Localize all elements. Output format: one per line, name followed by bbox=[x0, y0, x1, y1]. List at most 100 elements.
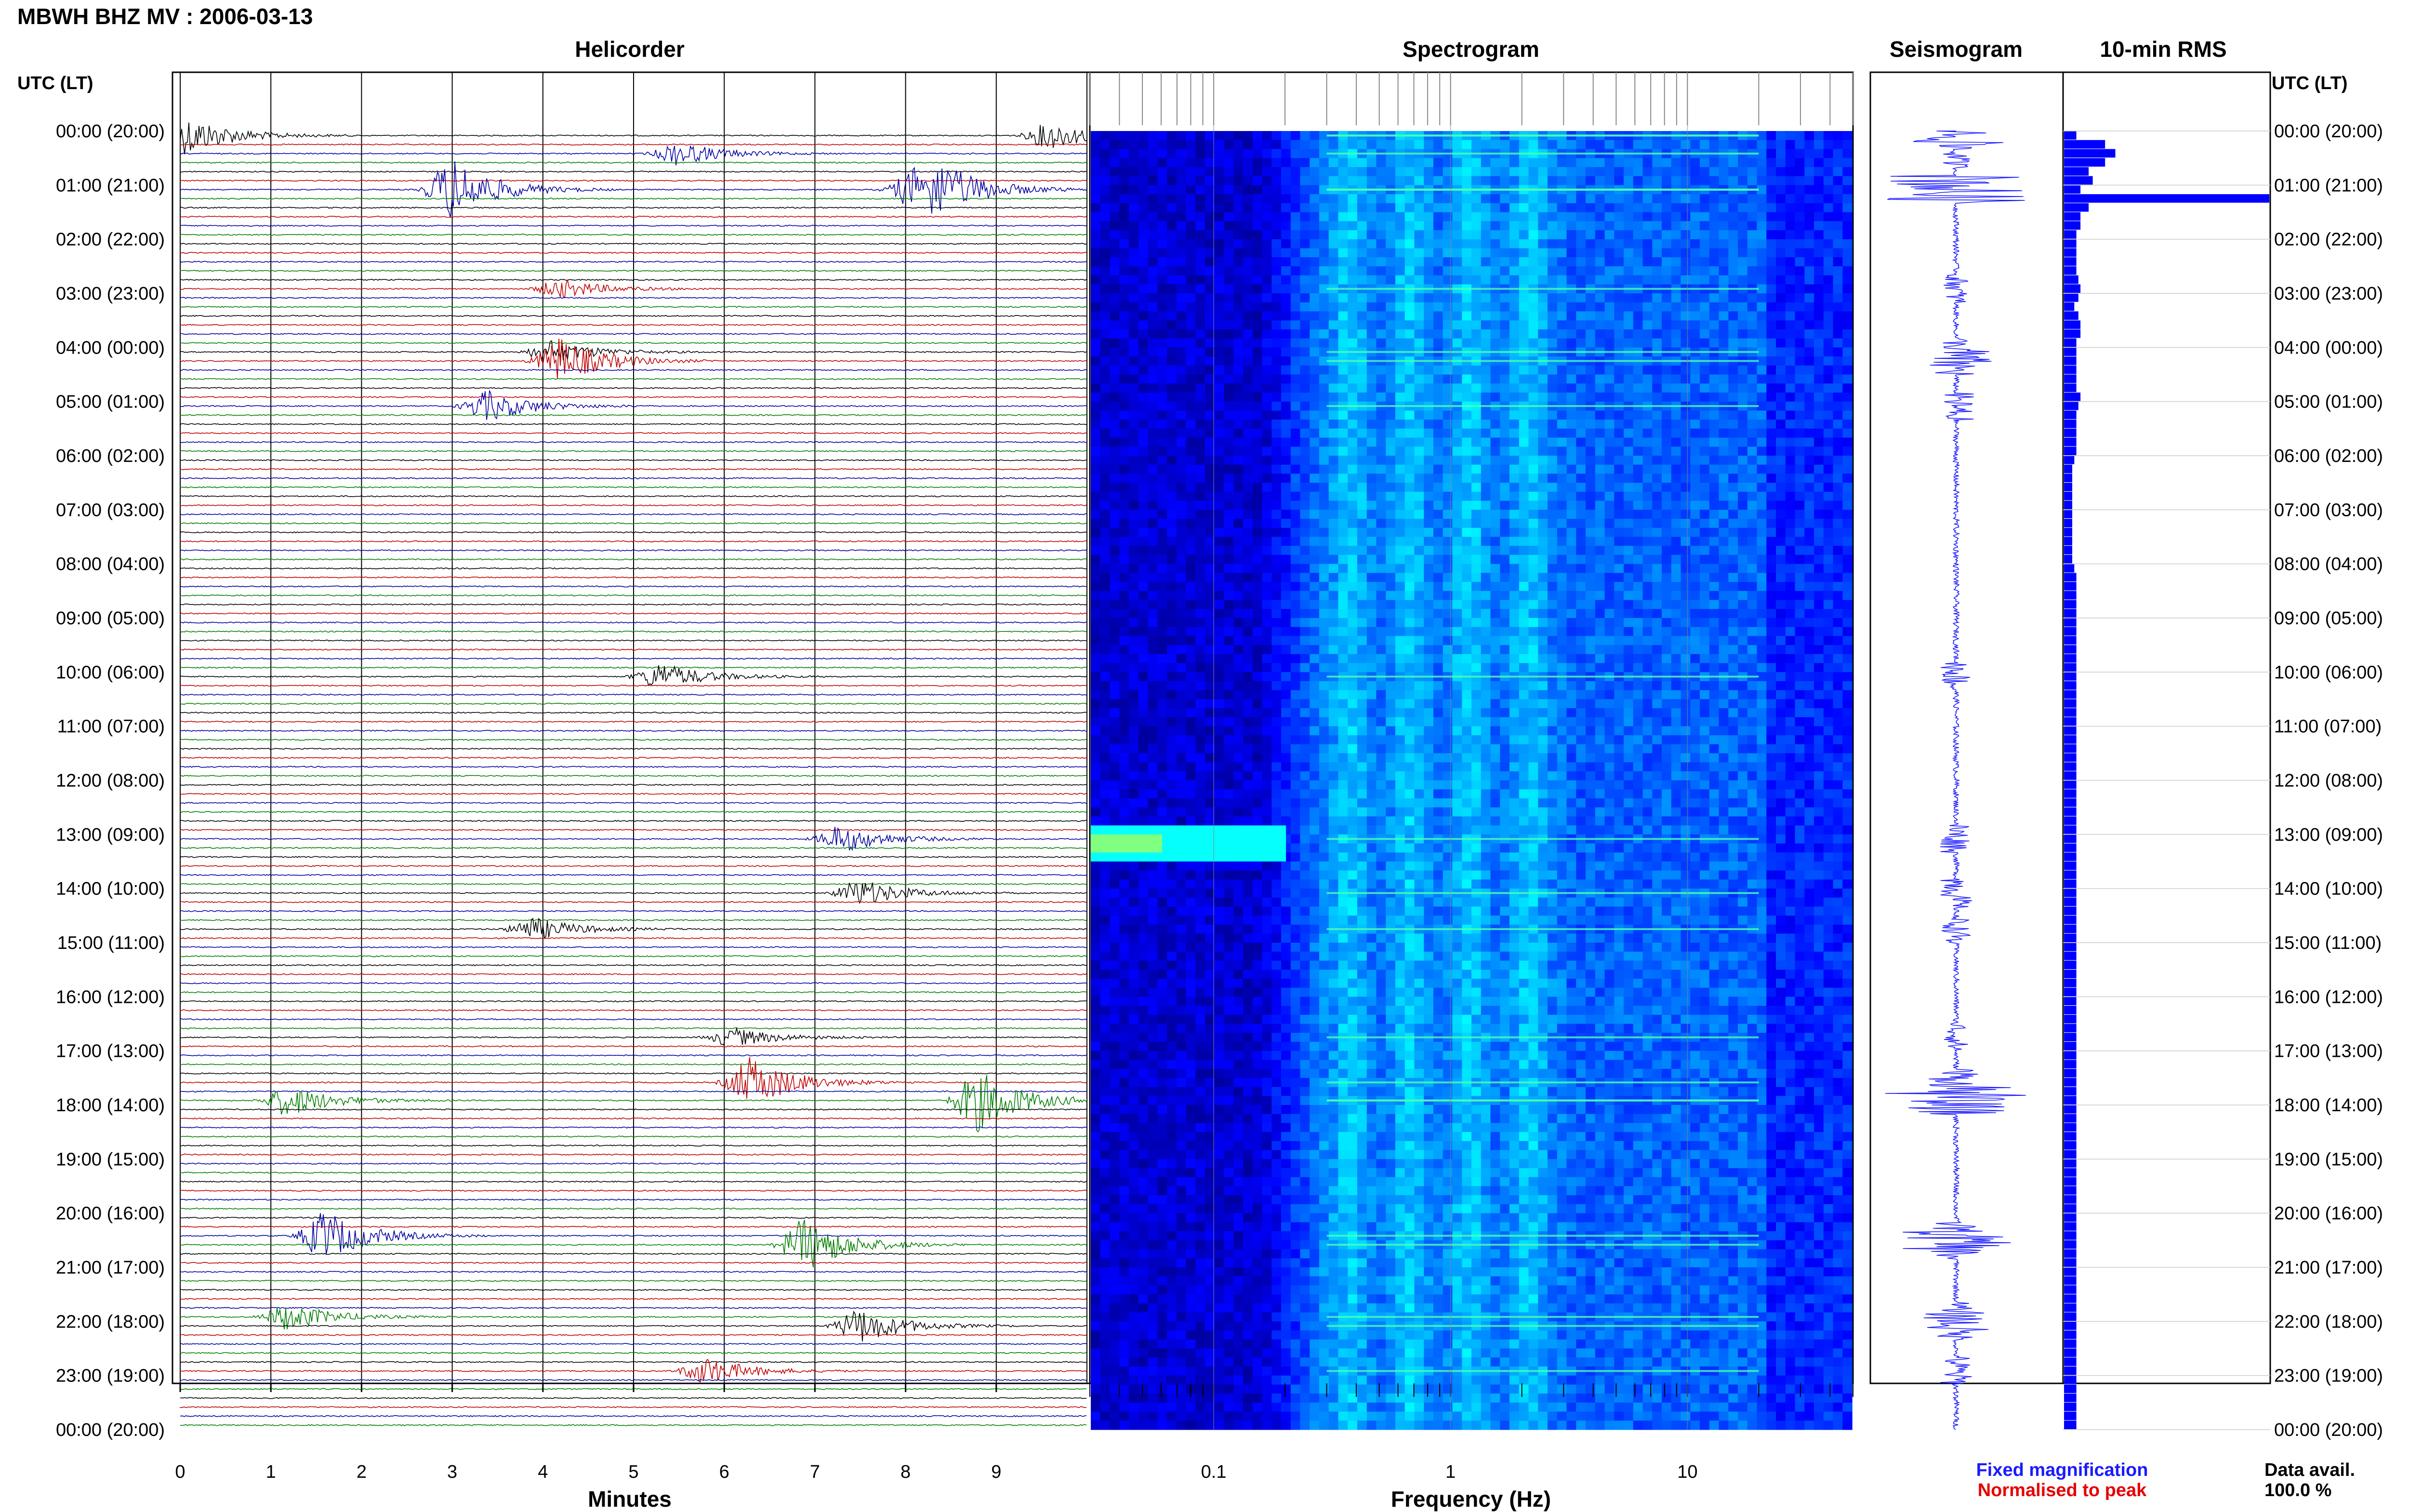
spectrogram-cell bbox=[1252, 1420, 1263, 1430]
spectrogram-cell bbox=[1148, 491, 1158, 501]
spectrogram-cell bbox=[1110, 1069, 1120, 1078]
spectrogram-cell bbox=[1224, 708, 1234, 718]
spectrogram-cell bbox=[1281, 672, 1291, 682]
helicorder-trace bbox=[180, 387, 1087, 389]
spectrogram-cell bbox=[1205, 221, 1215, 231]
spectrogram-cell bbox=[1271, 1078, 1282, 1088]
spectrogram-cell bbox=[1214, 1357, 1225, 1367]
spectrogram-cell bbox=[1281, 464, 1291, 474]
spectrogram-cell bbox=[1091, 943, 1101, 952]
spectrogram-cell bbox=[1281, 456, 1291, 465]
spectrogram-cell bbox=[1195, 1312, 1205, 1322]
spectrogram-cell bbox=[1290, 879, 1301, 889]
spectrogram-cell bbox=[1338, 951, 1348, 961]
spectrogram-cell bbox=[1366, 1150, 1377, 1159]
spectrogram-cell bbox=[1205, 1321, 1215, 1331]
spectrogram-cell bbox=[1262, 780, 1272, 790]
spectrogram-cell bbox=[1348, 1294, 1358, 1304]
spectrogram-cell bbox=[1176, 1375, 1187, 1385]
spectrogram-cell bbox=[1205, 1195, 1215, 1205]
spectrogram-cell bbox=[1091, 1339, 1101, 1349]
spectrogram-cell bbox=[1281, 1150, 1291, 1159]
spectrogram-cell bbox=[1386, 338, 1396, 348]
spectrogram-cell bbox=[1176, 519, 1187, 528]
spectrogram-cell bbox=[1271, 239, 1282, 249]
spectrogram-cell bbox=[1100, 1159, 1111, 1169]
spectrogram-cell bbox=[1195, 1231, 1205, 1241]
spectrogram-cell bbox=[1110, 1060, 1120, 1069]
helicorder-trace bbox=[180, 468, 1087, 471]
spectrogram-cell bbox=[1271, 771, 1282, 781]
spectrogram-cell bbox=[1366, 780, 1377, 790]
spectrogram-cell bbox=[1119, 907, 1129, 916]
spectrogram-cell bbox=[1281, 897, 1291, 907]
spectrogram-cell bbox=[1348, 203, 1358, 213]
spectrogram-cell bbox=[1328, 591, 1339, 601]
spectrogram-cell bbox=[1157, 861, 1167, 871]
spectrogram-cell bbox=[1243, 420, 1253, 429]
spectrogram-cell bbox=[1310, 483, 1320, 492]
spectrogram-cell bbox=[1157, 1123, 1167, 1132]
spectrogram-cell bbox=[1186, 266, 1196, 276]
spectrogram-cell bbox=[1205, 230, 1215, 240]
spectrogram-cell bbox=[1319, 933, 1329, 943]
spectrogram-cell bbox=[1395, 1339, 1405, 1349]
spectrogram-cell bbox=[1395, 167, 1405, 177]
spectrogram-cell bbox=[1262, 1204, 1272, 1214]
spectrogram-cell bbox=[1310, 428, 1320, 438]
spectrogram-cell bbox=[1319, 527, 1329, 538]
spectrogram-cell bbox=[1110, 861, 1120, 871]
spectrogram-cell bbox=[1243, 672, 1253, 682]
spectrogram-cell bbox=[1281, 167, 1291, 177]
spectrogram-cell bbox=[1281, 131, 1291, 141]
spectrogram-cell bbox=[1366, 302, 1377, 312]
spectrogram-cell bbox=[1110, 320, 1120, 330]
spectrogram-cell bbox=[1100, 167, 1111, 177]
spectrogram-cell bbox=[1404, 582, 1415, 592]
spectrogram-cell bbox=[1300, 374, 1310, 384]
spectrogram-cell bbox=[1262, 554, 1272, 565]
spectrogram-cell bbox=[1328, 780, 1339, 790]
spectrogram-cell bbox=[1319, 1402, 1329, 1412]
spectrogram-cell bbox=[1328, 825, 1339, 835]
spectrogram-cell bbox=[1338, 473, 1348, 483]
spectrogram-cell bbox=[1252, 663, 1263, 672]
spectrogram-cell bbox=[1233, 374, 1244, 384]
spectrogram-cell bbox=[1233, 1132, 1244, 1142]
spectrogram-cell bbox=[1186, 951, 1196, 961]
spectrogram-cell bbox=[1262, 320, 1272, 330]
spectrogram-cell bbox=[1338, 257, 1348, 267]
spectrogram-cell bbox=[1129, 1123, 1139, 1132]
spectrogram-cell bbox=[1404, 239, 1415, 249]
spectrogram-cell bbox=[1091, 933, 1101, 943]
spectrogram-cell bbox=[1262, 807, 1272, 817]
spectrogram-cell bbox=[1348, 825, 1358, 835]
spectrogram-cell bbox=[1376, 383, 1386, 393]
spectrogram-cell bbox=[1262, 609, 1272, 618]
spectrogram-cell bbox=[1376, 771, 1386, 781]
spectrogram-cell bbox=[1310, 1096, 1320, 1105]
spectrogram-cell bbox=[1357, 392, 1367, 402]
spectrogram-cell bbox=[1100, 1024, 1111, 1033]
spectrogram-cell bbox=[1148, 1105, 1158, 1115]
spectrogram-cell bbox=[1119, 654, 1129, 664]
spectrogram-cell bbox=[1224, 1150, 1234, 1159]
spectrogram-cell bbox=[1100, 185, 1111, 195]
spectrogram-cell bbox=[1119, 726, 1129, 736]
spectrogram-cell bbox=[1395, 1330, 1405, 1340]
spectrogram-cell bbox=[1252, 609, 1263, 618]
spectrogram-cell bbox=[1214, 1213, 1225, 1223]
spectrogram-cell bbox=[1195, 609, 1205, 618]
spectrogram-cell bbox=[1233, 1294, 1244, 1304]
spectrogram-cell bbox=[1310, 221, 1320, 231]
spectrogram-cell bbox=[1338, 861, 1348, 871]
spectrogram-cell bbox=[1233, 609, 1244, 618]
spectrogram-cell bbox=[1319, 554, 1329, 565]
spectrogram-cell bbox=[1091, 1330, 1101, 1340]
spectrogram-cell bbox=[1100, 1330, 1111, 1340]
spectrogram-cell bbox=[1404, 564, 1415, 573]
spectrogram-cell bbox=[1395, 194, 1405, 204]
spectrogram-cell bbox=[1157, 1014, 1167, 1025]
spectrogram-cell bbox=[1186, 907, 1196, 916]
spectrogram-cell bbox=[1338, 167, 1348, 177]
